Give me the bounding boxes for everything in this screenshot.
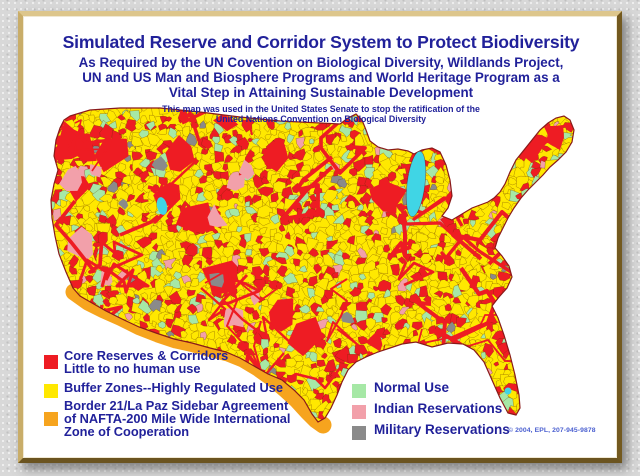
buffer-zones-label: Buffer Zones--Highly Regulated Use xyxy=(64,381,283,394)
legend-line: Core Reserves & Corridors xyxy=(64,348,229,363)
core-reserves-label: Core Reserves & Corridors Little to no h… xyxy=(64,348,229,377)
legend-line: Military Reservations xyxy=(374,422,510,437)
legend-line: Normal Use xyxy=(374,380,450,395)
subtitle-line-2: UN and US Man and Biosphere Programs and… xyxy=(82,70,560,85)
copyright-text: © 2004, EPL, 207-945-9878 xyxy=(508,427,596,434)
core-reserves-swatch xyxy=(44,355,58,369)
legend-line: of NAFTA-200 Mile Wide International xyxy=(64,411,291,427)
indian-reservations-swatch xyxy=(352,405,366,419)
military-reservations-label: Military Reservations xyxy=(374,423,510,437)
senate-note-line-1: This map was used in the United States S… xyxy=(162,104,480,114)
border-zone-swatch xyxy=(44,412,58,426)
legend-line: Zone of Cooperation xyxy=(64,424,190,440)
title-block: Simulated Reserve and Corridor System to… xyxy=(30,32,612,125)
border-zone-label: Border 21/La Paz Sidebar Agreement of NA… xyxy=(64,399,290,439)
page-title: Simulated Reserve and Corridor System to… xyxy=(62,32,580,52)
buffer-zones-swatch xyxy=(44,384,58,398)
legend-line: Border 21/La Paz Sidebar Agreement xyxy=(64,398,289,413)
legend-line: Indian Reservations xyxy=(374,401,503,416)
senate-note-line-2: United Nations Convention on Biological … xyxy=(215,114,427,124)
legend-line: Buffer Zones--Highly Regulated Use xyxy=(64,380,283,395)
military-reservations-swatch xyxy=(352,426,366,440)
normal-use-label: Normal Use xyxy=(374,381,449,395)
legend-line: Little to no human use xyxy=(64,361,201,377)
subtitle-line-3: Vital Step in Attaining Sustainable Deve… xyxy=(168,85,474,100)
subtitle-line-1: As Required by the UN Covention on Biolo… xyxy=(78,55,564,70)
normal-use-swatch xyxy=(352,384,366,398)
indian-reservations-label: Indian Reservations xyxy=(374,402,502,416)
